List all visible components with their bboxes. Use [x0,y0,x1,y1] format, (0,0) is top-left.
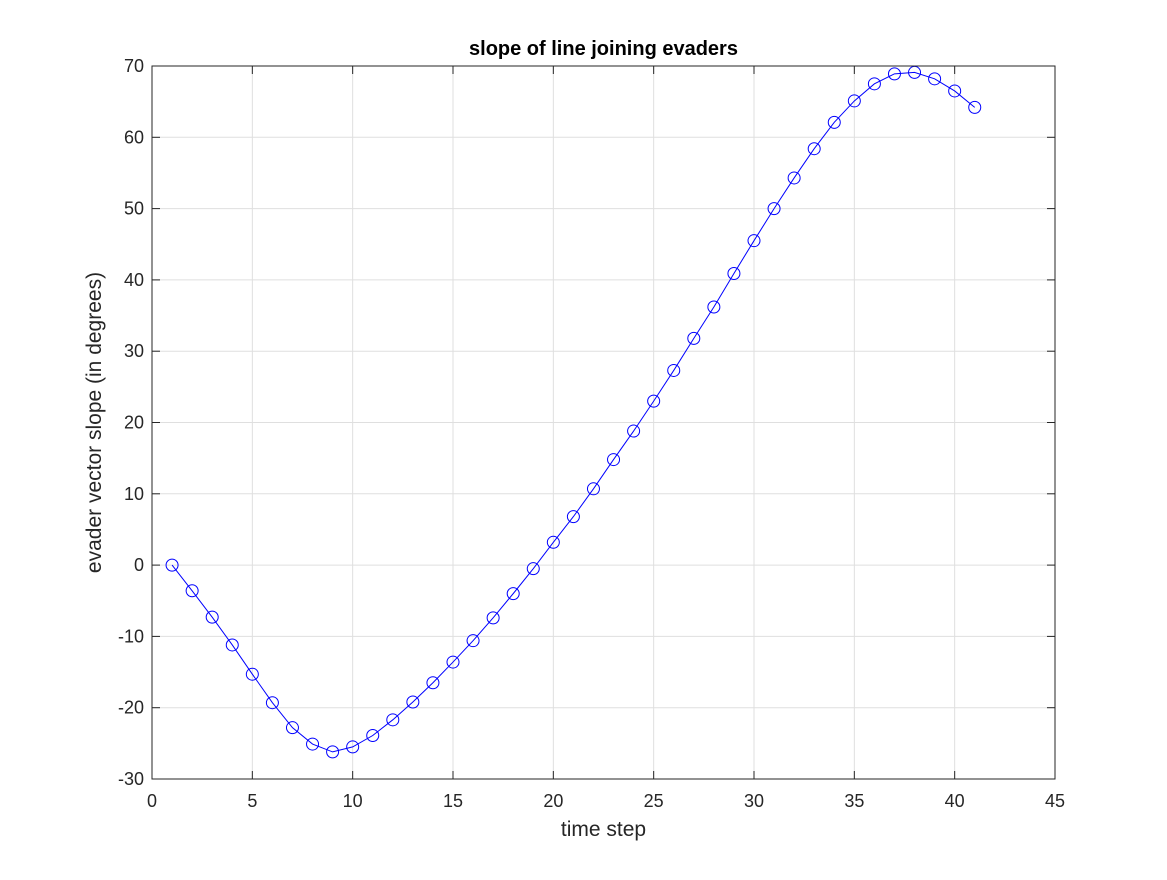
data-point-marker [667,363,681,377]
y-tick-label: 20 [124,413,144,433]
data-point-marker [747,234,761,248]
data-point-marker [486,611,500,625]
data-point-marker [386,713,400,727]
data-point-marker [948,84,962,98]
x-tick-label: 30 [744,791,764,811]
data-point-marker [928,72,942,86]
data-point-marker [887,67,901,81]
data-point-marker [627,424,641,438]
y-tick-label: 10 [124,484,144,504]
data-point-marker [607,453,621,467]
data-point-marker [466,634,480,648]
data-point-marker [426,676,440,690]
data-point-marker [867,77,881,91]
axes [151,65,1056,780]
data-point-marker [366,729,380,743]
data-point-marker [687,331,701,345]
data-point-marker [285,721,299,735]
data-point-marker [165,558,179,572]
x-tick-label: 40 [945,791,965,811]
data-point-marker [586,482,600,496]
y-tick-label: 30 [124,341,144,361]
data-point-marker [506,587,520,601]
chart-title: slope of line joining evaders [469,38,738,60]
data-point-marker [827,115,841,129]
series-line [171,71,976,753]
data-point-marker [727,266,741,280]
x-tick-label: 5 [247,791,257,811]
data-point-marker [346,740,360,754]
y-tick-label: -20 [118,698,144,718]
y-tick-label: 40 [124,270,144,290]
x-tick-label: 25 [644,791,664,811]
x-tick-label: 45 [1045,791,1065,811]
y-tick-label: 0 [134,555,144,575]
x-tick-label: 15 [443,791,463,811]
x-axis-label: time step [561,818,646,841]
x-tick-label: 20 [543,791,563,811]
data-point-marker [546,535,560,549]
data-point-marker [245,667,259,681]
data-point-marker [406,695,420,709]
data-point-marker [767,202,781,216]
data-point-marker [205,610,219,624]
y-tick-label: 70 [124,56,144,76]
series-layer [165,65,982,759]
y-tick-label: -30 [118,769,144,789]
y-tick-label: 60 [124,127,144,147]
data-point-marker [566,510,580,524]
data-point-marker [185,584,199,598]
data-point-marker [225,638,239,652]
data-point-marker [847,94,861,108]
data-point-marker [326,745,340,759]
x-tick-label: 10 [343,791,363,811]
x-tick-label: 0 [147,791,157,811]
y-tick-label: 50 [124,199,144,219]
data-point-marker [968,100,982,114]
tick-labels: 0 5 10 15 20 25 30 35 40 45 -30 -20 -10 0 10 20 30 40 50 60… [118,56,1065,811]
data-point-marker [306,737,320,751]
y-axis-label: evader vector slope (in degrees) [83,272,106,573]
y-tick-label: -10 [118,626,144,646]
data-point-marker [707,300,721,314]
data-point-marker [265,696,279,710]
x-tick-label: 35 [844,791,864,811]
data-point-marker [526,562,540,576]
data-point-marker [446,655,460,669]
grid [151,65,1056,780]
data-point-marker [787,171,801,185]
data-point-marker [647,394,661,408]
data-point-marker [807,142,821,156]
